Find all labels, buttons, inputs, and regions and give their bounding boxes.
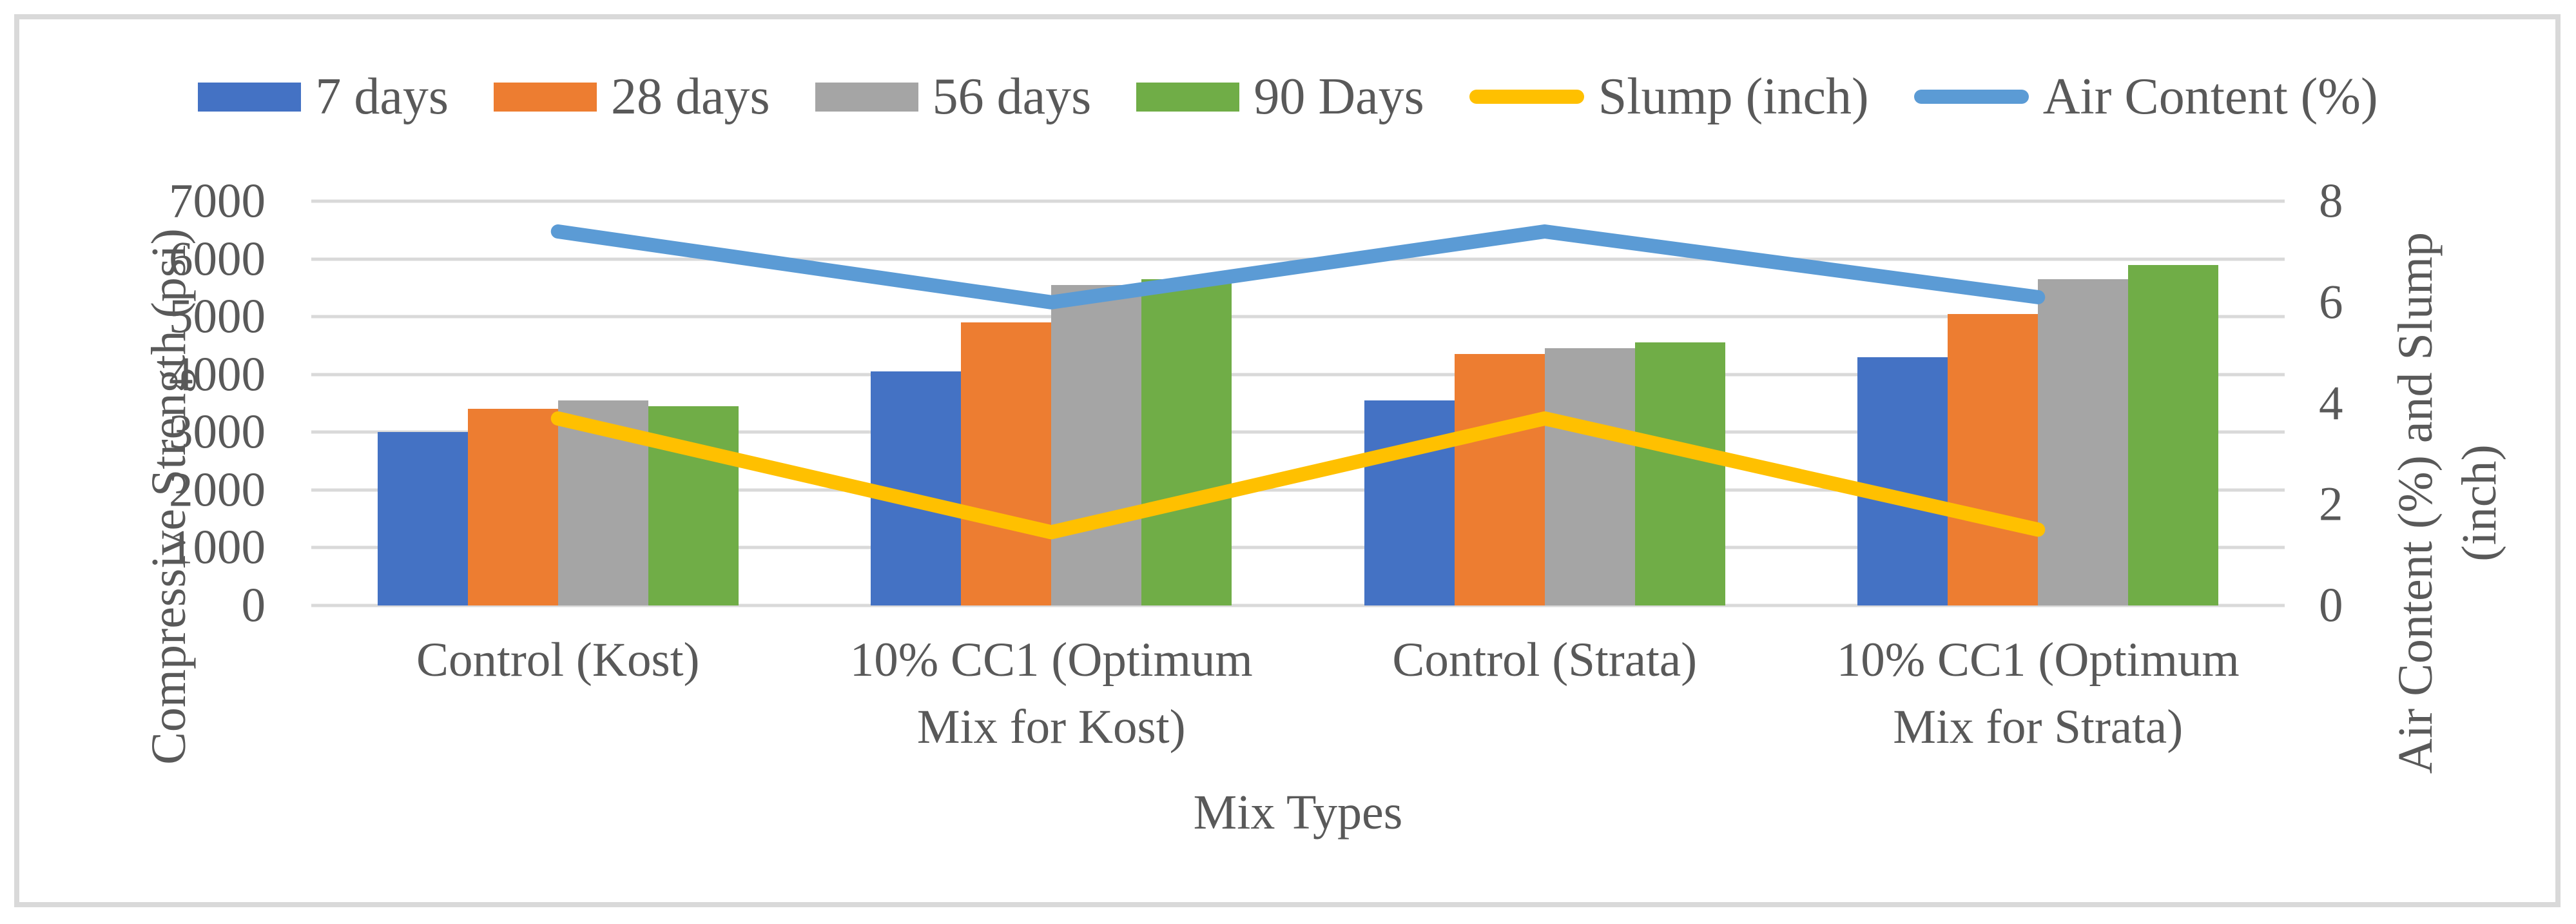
bar-28-days-cat4 (1948, 313, 2039, 605)
x-axis-title: Mix Types (1193, 785, 1403, 840)
right-axis-tick-0: 0 (2319, 578, 2343, 633)
category-label-4: 10% CC1 (Optimum Mix for Strata) (1774, 627, 2302, 760)
legend-label: 7 days (315, 68, 449, 125)
legend-line-marker-5 (1913, 90, 2029, 104)
chart-legend: 7 days 28 days 56 days 90 Days Slump (inch) A… (0, 59, 2576, 134)
category-label-line: 10% CC1 (Optimum (1836, 633, 2240, 687)
right-axis-tick-2: 2 (2319, 477, 2343, 531)
gridline-0 (311, 604, 2285, 607)
gridline-4000 (311, 373, 2285, 377)
legend-label: Slump (inch) (1598, 68, 1869, 125)
bar-56-days-cat2 (1051, 284, 1142, 605)
bar-28-days-cat1 (467, 409, 558, 605)
category-label-1: Control (Kost) (294, 627, 822, 694)
gridline-7000 (311, 199, 2285, 203)
left-axis-tick-5000: 5000 (169, 290, 266, 344)
right-axis-tick-8: 8 (2319, 174, 2343, 228)
legend-item-28-days: 28 days (494, 71, 770, 123)
category-label-line: Mix for Strata) (1893, 700, 2184, 754)
category-label-line: 10% CC1 (Optimum (849, 633, 1253, 687)
category-axis-labels: Control (Kost) 10% CC1 (Optimum Mix for Ko… (311, 627, 2285, 781)
right-axis-tick-4: 4 (2319, 377, 2343, 430)
legend-item-7-days: 7 days (198, 71, 449, 123)
legend-label: 28 days (611, 68, 770, 125)
bar-7-days-cat4 (1857, 357, 1948, 605)
bar-90-days-cat3 (1634, 342, 1725, 605)
bar-90-days-cat4 (2128, 264, 2219, 605)
legend-label: 56 days (932, 68, 1092, 125)
bar-56-days-cat4 (2038, 279, 2129, 605)
bar-7-days-cat1 (377, 432, 468, 605)
legend-swatch-0 (198, 82, 302, 112)
bar-28-days-cat3 (1454, 354, 1545, 605)
left-axis-tick-6000: 6000 (169, 232, 266, 286)
legend-swatch-1 (494, 82, 597, 112)
left-axis-tick-0: 0 (241, 578, 266, 633)
left-axis-tick-7000: 7000 (169, 174, 266, 228)
bar-7-days-cat3 (1364, 400, 1455, 605)
gridline-3000 (311, 430, 2285, 434)
category-label-line: Control (Strata) (1392, 633, 1698, 687)
gridline-6000 (311, 257, 2285, 261)
bar-28-days-cat2 (961, 322, 1052, 605)
legend-item-56-days: 56 days (815, 68, 1092, 125)
gridline-1000 (311, 546, 2285, 549)
bar-56-days-cat3 (1544, 348, 1635, 605)
left-axis-tick-1000: 1000 (169, 520, 266, 575)
right-axis-tick-6: 6 (2319, 275, 2343, 329)
legend-item-air-content-: Air Content (%) (1913, 68, 2378, 125)
category-label-3: Control (Strata) (1281, 627, 1809, 694)
category-label-2: 10% CC1 (Optimum Mix for Kost) (787, 627, 1315, 760)
category-label-line: Mix for Kost) (916, 700, 1186, 754)
left-axis-title: Compressive Strength (psi) (142, 228, 196, 765)
left-axis-tick-3000: 3000 (169, 405, 266, 459)
legend-swatch-2 (815, 82, 918, 112)
line-air-content- (550, 224, 2046, 310)
left-axis-tick-4000: 4000 (169, 348, 266, 402)
right-axis-title-line1: Air Content (%) and Slump (2388, 231, 2443, 774)
legend-label: 90 Days (1254, 68, 1424, 125)
gridline-2000 (311, 488, 2285, 492)
legend-line-marker-4 (1469, 90, 1584, 104)
gridline-5000 (311, 315, 2285, 319)
right-axis-title: Air Content (%) and Slump (inch) (2384, 232, 2512, 774)
legend-swatch-3 (1136, 82, 1240, 112)
left-axis-ticks: 0 1000 2000 3000 4000 5000 6000 7000 (0, 177, 284, 630)
bar-90-days-cat2 (1141, 279, 1232, 605)
legend-label: Air Content (%) (2042, 68, 2378, 125)
right-axis-title-line2: (inch) (2452, 444, 2506, 562)
legend-item-slump-inch-: Slump (inch) (1469, 71, 1869, 123)
line-slump-inch- (550, 411, 2046, 540)
line-series-container (550, 224, 2046, 540)
right-axis-ticks: 0 2 4 6 8 (2319, 177, 2512, 630)
category-label-line: Control (Kost) (416, 633, 700, 687)
legend-item-90-days: 90 Days (1136, 71, 1424, 123)
left-axis-tick-2000: 2000 (169, 463, 266, 517)
plot-area (311, 199, 2285, 607)
